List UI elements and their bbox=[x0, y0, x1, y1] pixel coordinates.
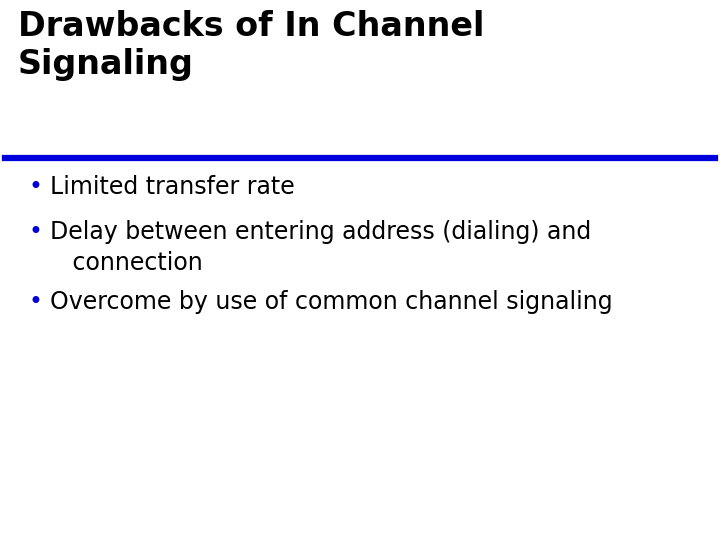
Text: Drawbacks of In Channel
Signaling: Drawbacks of In Channel Signaling bbox=[18, 10, 485, 81]
Text: Limited transfer rate: Limited transfer rate bbox=[50, 175, 294, 199]
Text: •: • bbox=[28, 220, 42, 244]
Text: •: • bbox=[28, 175, 42, 199]
Text: •: • bbox=[28, 290, 42, 314]
Text: Overcome by use of common channel signaling: Overcome by use of common channel signal… bbox=[50, 290, 613, 314]
Text: Delay between entering address (dialing) and
   connection: Delay between entering address (dialing)… bbox=[50, 220, 591, 275]
